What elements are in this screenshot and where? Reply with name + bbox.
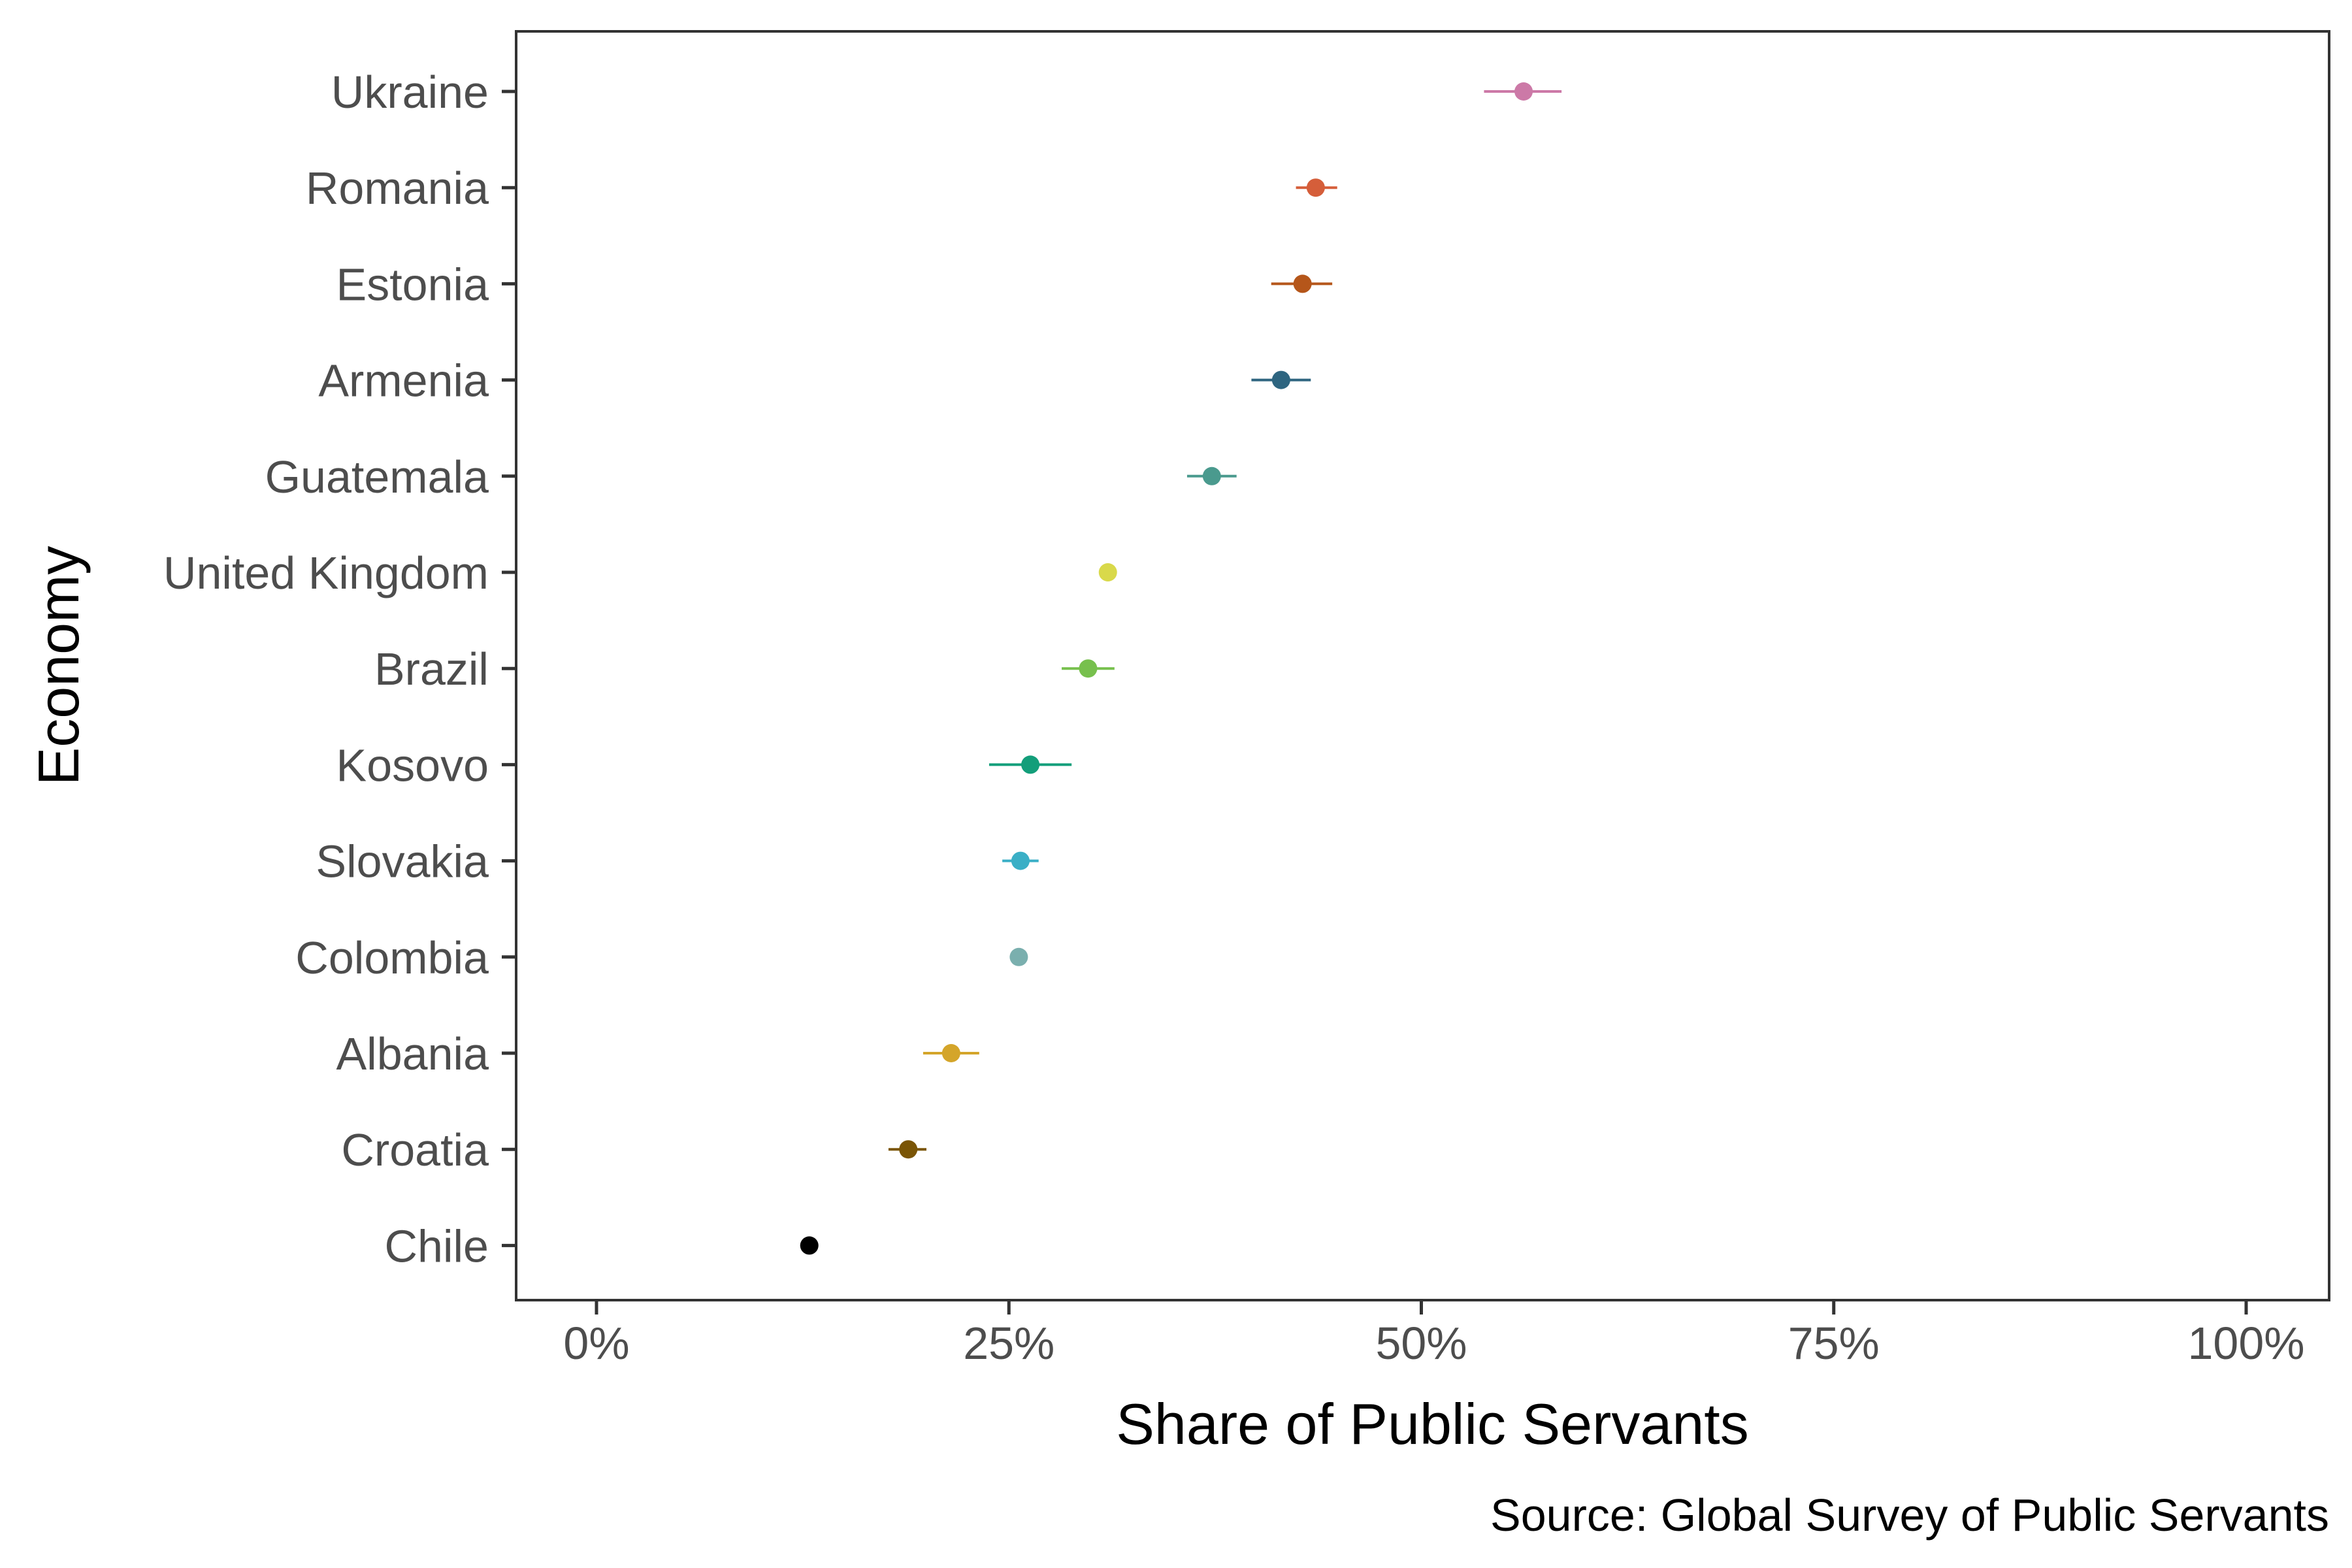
point-chile	[800, 1236, 819, 1255]
y-axis: Ukraine Romania Estonia Armenia Guatemala Uni…	[163, 67, 516, 1271]
point-guatemala	[1202, 466, 1221, 485]
y-tick-label-guatemala: Guatemala	[265, 451, 489, 502]
data-point-chile	[800, 1236, 819, 1255]
point-united-kingdom	[1098, 563, 1117, 581]
y-tick-label-armenia: Armenia	[318, 355, 489, 406]
x-axis: 0% 25% 50% 75% 100%	[563, 1300, 2305, 1369]
y-tick-label-colombia: Colombia	[295, 932, 489, 983]
y-tick-label-croatia: Croatia	[341, 1124, 489, 1175]
y-tick-label-ukraine: Ukraine	[331, 67, 489, 118]
data-point-estonia	[1271, 274, 1333, 293]
data-point-slovakia	[1002, 851, 1039, 870]
data-point-guatemala	[1186, 466, 1237, 485]
point-romania	[1306, 178, 1325, 197]
x-tick-label: 50%	[1375, 1318, 1467, 1369]
y-tick-label-brazil: Brazil	[374, 644, 489, 694]
y-tick-label-estonia: Estonia	[336, 259, 489, 310]
y-tick-label-romania: Romania	[306, 163, 489, 214]
point-ukraine	[1514, 82, 1533, 101]
x-axis-title: Share of Public Servants	[1116, 1392, 1749, 1456]
y-tick-label-united-kingdom: United Kingdom	[163, 547, 489, 598]
point-albania	[941, 1044, 960, 1062]
point-kosovo	[1021, 755, 1040, 774]
y-tick-label-albania: Albania	[336, 1028, 489, 1079]
y-axis-title: Economy	[26, 546, 91, 786]
x-tick-label: 25%	[963, 1318, 1054, 1369]
y-tick-label-kosovo: Kosovo	[336, 740, 489, 791]
y-tick-label-slovakia: Slovakia	[316, 836, 489, 887]
data-point-brazil	[1062, 659, 1115, 678]
data-point-albania	[923, 1044, 979, 1062]
data-point-ukraine	[1484, 82, 1562, 101]
data-point-colombia	[1009, 947, 1028, 966]
plot-panel-border	[515, 30, 2330, 1301]
data-point-armenia	[1251, 370, 1311, 389]
point-croatia	[899, 1140, 918, 1159]
point-colombia	[1009, 947, 1028, 966]
point-slovakia	[1011, 851, 1030, 870]
data-point-kosovo	[988, 755, 1072, 774]
y-tick-label-chile: Chile	[384, 1220, 489, 1271]
x-tick-label: 75%	[1788, 1318, 1880, 1369]
x-tick-label: 100%	[2187, 1318, 2304, 1369]
data-point-romania	[1296, 178, 1337, 197]
chart-marks	[800, 82, 1562, 1255]
data-point-croatia	[888, 1140, 926, 1159]
point-armenia	[1271, 370, 1290, 389]
point-estonia	[1293, 274, 1312, 293]
data-point-united-kingdom	[1098, 563, 1117, 581]
point-brazil	[1079, 659, 1098, 678]
x-tick-label: 0%	[563, 1318, 629, 1369]
chart-caption: Source: Global Survey of Public Servants	[1490, 1490, 2329, 1541]
